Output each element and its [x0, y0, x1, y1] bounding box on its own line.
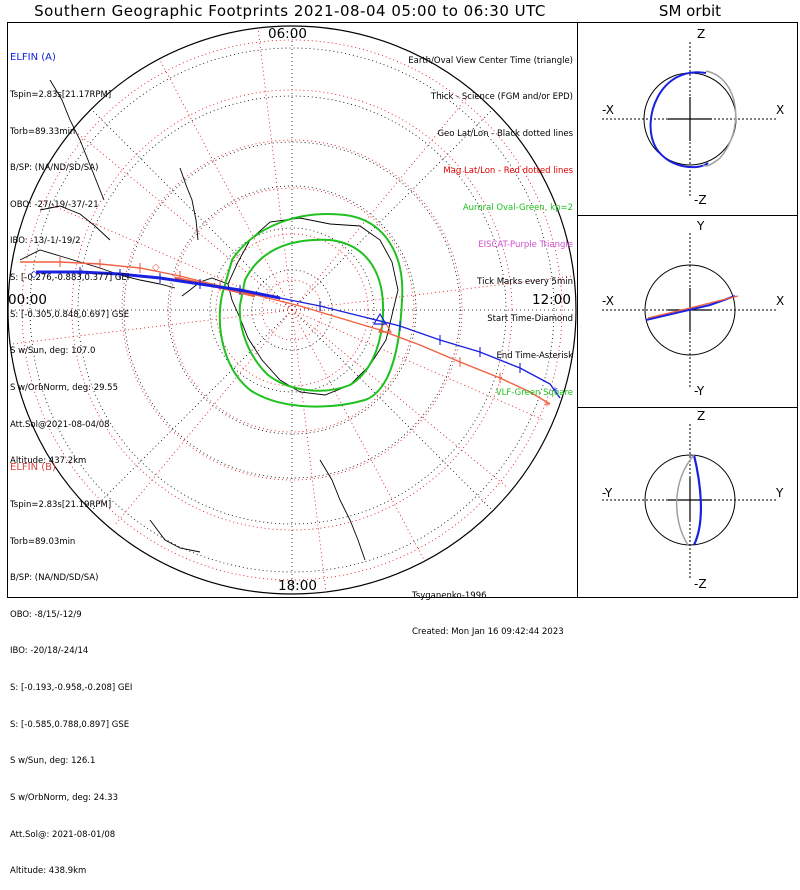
clock-left: 00:00	[8, 292, 47, 308]
elfin-b-line: OBO: -8/15/-12/9	[10, 609, 82, 620]
elfin-b-label: ELFIN (B)	[10, 462, 56, 474]
south-america-west	[49, 79, 105, 201]
south-america-tip	[39, 205, 111, 241]
legend: Earth/Oval View Center Time (triangle) T…	[408, 30, 573, 411]
auroral-oval-outer	[218, 213, 404, 408]
elfin-a-line: S w/Sun, deg: 107.0	[10, 346, 96, 357]
footprint-figure: ◇ * ◇ *	[7, 22, 798, 598]
sm-yz-elfin-b	[675, 454, 695, 546]
sm1-top: Z	[697, 27, 706, 41]
elfin-b-info: ELFIN (B) Tspin=2.83s[21.19RPM] Torb=89.…	[10, 438, 132, 890]
sm-xz-elfin-a	[649, 71, 709, 169]
plot-title: Southern Geographic Footprints 2021-08-0…	[34, 2, 546, 20]
sm-xz-elfin-b	[702, 70, 737, 167]
elfin-a-label: ELFIN (A)	[10, 52, 56, 64]
earth-limb	[8, 25, 577, 595]
geo-longitude-lines	[8, 26, 576, 594]
africa-coast	[149, 519, 201, 553]
auroral-oval-inner	[238, 238, 385, 392]
clock-top: 06:00	[268, 26, 307, 42]
sm-panel-xz	[602, 42, 778, 196]
elfin-b-ticks	[59, 257, 501, 383]
elfin-b-line: S w/Sun, deg: 126.1	[10, 756, 96, 767]
elfin-a-line: Torb=89.33min	[10, 126, 76, 137]
elfin-b-center-triangle	[377, 320, 393, 333]
sm2-right: X	[776, 294, 785, 308]
elfin-a-line: Tspin=2.83s[21.17RPM]	[10, 90, 112, 101]
elfin-a-ticks	[79, 267, 521, 373]
elfin-b-line: Att.Sol@: 2021-08-01/08	[10, 829, 116, 840]
elfin-b-end-asterisk: *	[544, 399, 550, 413]
model-label: Tsyganenko-1996	[412, 591, 487, 601]
legend-item: Auroral Oval-Green, kp=2	[462, 203, 573, 214]
legend-item: Geo Lat/Lon - Black dotted lines	[437, 129, 573, 140]
sm1-bottom: -Z	[694, 193, 707, 207]
legend-item: Mag Lat/Lon - Red dotted lines	[443, 166, 573, 177]
antarctica-coast	[227, 217, 399, 396]
elfin-b-line: S: [-0.585,0.788,0.897] GSE	[10, 719, 130, 730]
elfin-a-line: S: [-0.305,0.848,0.697] GSE	[10, 309, 130, 320]
sm3-bottom: -Z	[694, 577, 707, 591]
sm-panel-yz	[602, 424, 778, 580]
sm-xy-elfin-b	[647, 295, 739, 319]
sm-frame	[577, 22, 798, 598]
sm2-left: -X	[602, 294, 614, 308]
legend-item: Tick Marks every 5min	[477, 276, 573, 287]
footer: Tsyganenko-1996 Created: Mon Jan 16 09:4…	[412, 566, 564, 650]
elfin-a-line: Att.Sol@2021-08-04/08	[10, 419, 110, 430]
sm-yz-elfin-a	[692, 454, 703, 546]
elfin-a-line: S w/OrbNorm, deg: 29.55	[10, 382, 119, 393]
legend-item: Earth/Oval View Center Time (triangle)	[408, 55, 573, 66]
elfin-b-line: Altitude: 438.9km	[10, 866, 87, 877]
sm1-left: -X	[602, 103, 614, 117]
mag-latitude-circles	[21, 39, 563, 581]
sm2-top: Y	[697, 219, 705, 233]
sm3-right: Y	[776, 486, 784, 500]
clock-bottom: 18:00	[278, 578, 317, 594]
elfin-b-line: S: [-0.193,-0.958,-0.208] GEI	[10, 683, 133, 694]
elfin-b-orbit	[20, 261, 551, 405]
legend-item: Start Time-Diamond	[487, 313, 573, 324]
sm2-bottom: -Y	[694, 384, 705, 398]
elfin-b-line: IBO: -20/18/-24/14	[10, 646, 89, 657]
sm1-right: X	[776, 103, 785, 117]
australia-coast	[319, 459, 366, 561]
elfin-b-line: B/SP: (NA/ND/SD/SA)	[10, 573, 99, 584]
elfin-a-line: B/SP: (NA/ND/SD/SA)	[10, 163, 99, 174]
sm-panel-xy	[602, 233, 778, 388]
elfin-b-line: Torb=89.03min	[10, 536, 76, 547]
elfin-a-end-asterisk: *	[552, 385, 558, 399]
polar-map: ◇ * ◇ *	[8, 25, 577, 595]
island-coast	[179, 167, 199, 241]
elfin-b-line: Tspin=2.83s[21.19RPM]	[10, 500, 112, 511]
clock-right: 12:00	[532, 292, 571, 308]
elfin-a-start-diamond: ◇	[30, 269, 38, 280]
elfin-a-center-triangle	[372, 312, 388, 325]
elfin-a-info: ELFIN (A) Tspin=2.83s[21.17RPM] Torb=89.…	[10, 28, 129, 480]
mag-longitude-lines	[11, 27, 573, 593]
created-timestamp: Created: Mon Jan 16 09:42:44 2023	[412, 627, 564, 637]
elfin-b-line: S w/OrbNorm, deg: 24.33	[10, 792, 119, 803]
legend-item: VLF-Green Square	[495, 387, 573, 398]
sm-orbit-title: SM orbit	[658, 2, 722, 20]
elfin-b-start-diamond: ◇	[152, 262, 160, 273]
legend-item: Thick - Science (FGM and/or EPD)	[430, 92, 573, 103]
elfin-a-line: IBO: -13/-1/-19/2	[10, 236, 81, 247]
auroral-oval	[218, 213, 404, 408]
elfin-a-line: OBO: -27/-19/-37/-21	[10, 199, 99, 210]
elfin-a-line: Altitude: 437.2km	[10, 456, 87, 467]
elfin-a-line: S: [-0.276,-0.883,0.377] GEI	[10, 273, 130, 284]
sm3-left: -Y	[602, 486, 613, 500]
elfin-a-track: ◇ *	[30, 267, 561, 399]
legend-item: End Time-Asterisk	[496, 350, 573, 361]
legend-item: EISCAT-Purple Triangle	[478, 240, 573, 251]
sm3-top: Z	[697, 409, 706, 423]
